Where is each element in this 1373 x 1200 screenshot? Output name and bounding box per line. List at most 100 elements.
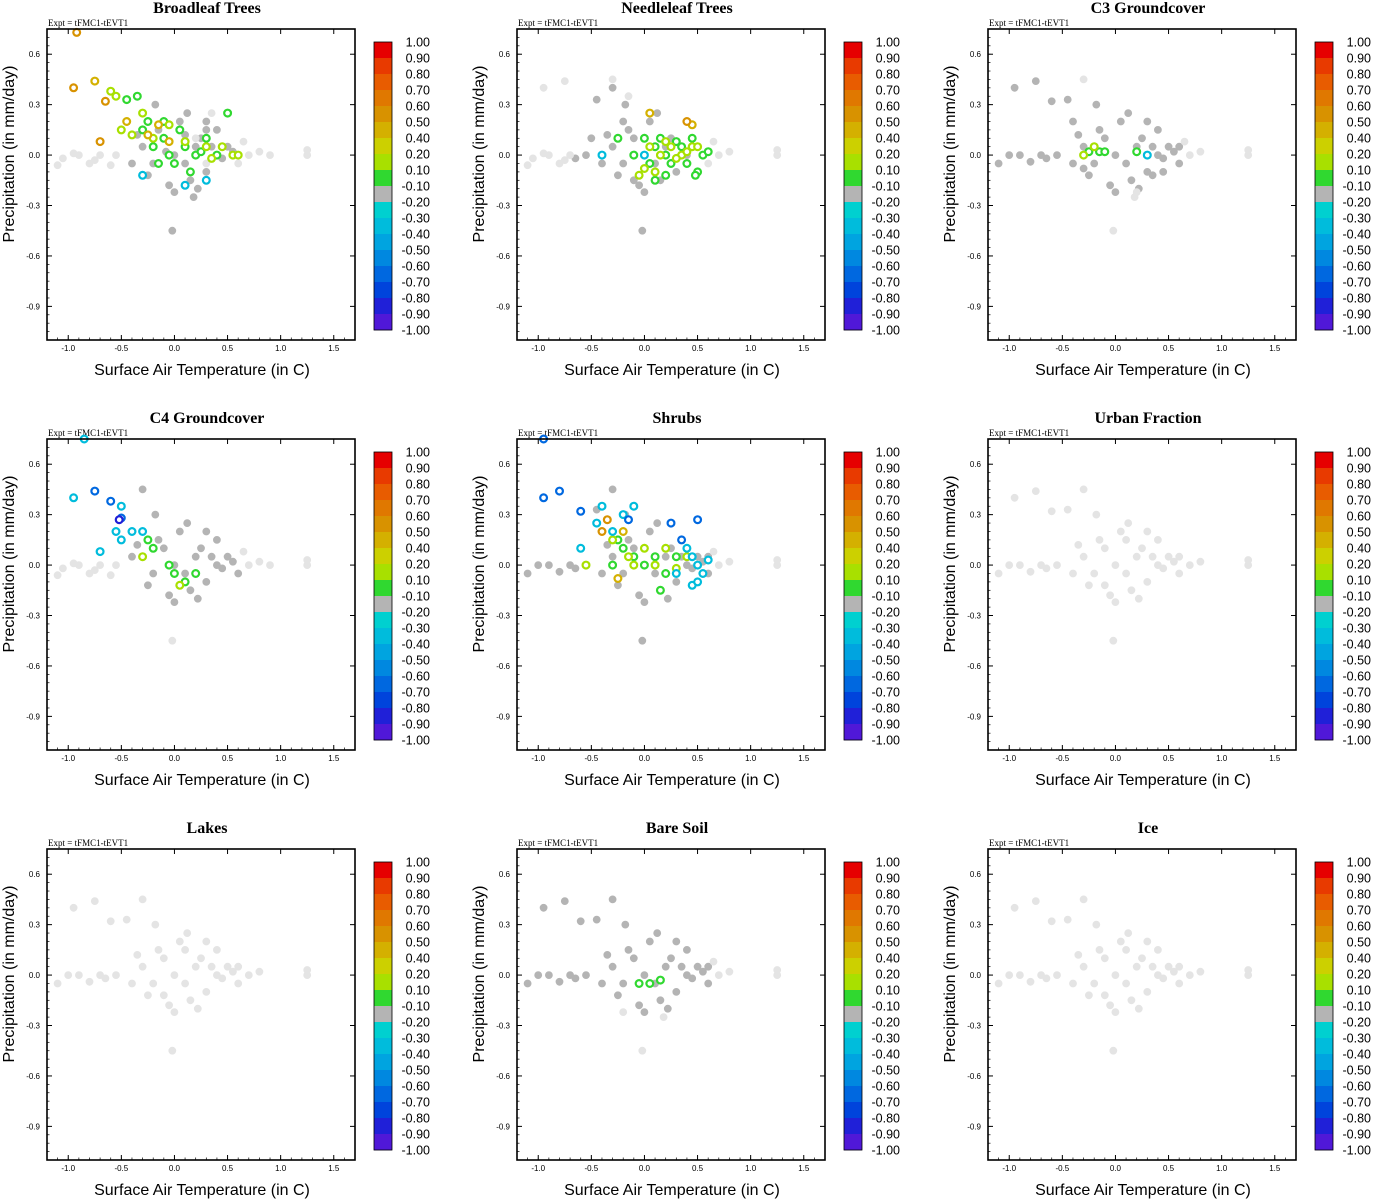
data-point bbox=[207, 962, 216, 971]
panel-title: Shrubs bbox=[653, 410, 702, 427]
data-point bbox=[116, 125, 126, 135]
colorbar-label: -0.50 bbox=[872, 244, 901, 258]
data-point bbox=[1170, 557, 1178, 566]
series-cyan bbox=[138, 170, 211, 190]
colorbar-swatch bbox=[1315, 1022, 1333, 1039]
colorbar-label: 0.90 bbox=[406, 462, 430, 476]
colorbar-label: 0.70 bbox=[876, 84, 900, 98]
colorbar-swatch bbox=[844, 878, 862, 895]
y-tick-label: -0.9 bbox=[967, 1122, 981, 1131]
data-point bbox=[693, 515, 703, 525]
x-tick-label: 1.0 bbox=[1216, 1164, 1228, 1173]
data-point bbox=[1047, 97, 1056, 106]
y-tick-label: 0.0 bbox=[29, 151, 41, 160]
data-point bbox=[303, 561, 312, 569]
y-tick-label: 0.3 bbox=[499, 511, 511, 520]
data-point bbox=[1122, 946, 1130, 954]
data-point bbox=[138, 895, 147, 904]
data-point bbox=[1175, 569, 1184, 578]
colorbar-label: 0.90 bbox=[876, 52, 900, 66]
data-point bbox=[1063, 95, 1072, 104]
data-point bbox=[666, 159, 676, 169]
colorbar-label: 0.10 bbox=[1347, 164, 1371, 178]
colorbar-swatch bbox=[844, 218, 862, 235]
data-point bbox=[197, 954, 205, 963]
data-point bbox=[1116, 937, 1125, 946]
plot-frame bbox=[987, 28, 1297, 341]
data-point bbox=[191, 962, 200, 971]
colorbar-label: -0.40 bbox=[1343, 638, 1372, 652]
colorbar-swatch bbox=[844, 154, 862, 171]
colorbar-label: 0.90 bbox=[406, 872, 430, 886]
colorbar-label: 0.10 bbox=[1347, 574, 1371, 588]
data-point bbox=[655, 585, 665, 595]
y-axis-label: Precipitation (in mm/day) bbox=[942, 476, 959, 653]
data-point bbox=[566, 561, 574, 569]
data-point bbox=[1074, 541, 1083, 549]
colorbar-swatch bbox=[374, 1102, 392, 1119]
data-point bbox=[1053, 151, 1061, 160]
colorbar-swatch bbox=[844, 266, 862, 283]
x-tick-label: 1.0 bbox=[745, 754, 757, 763]
data-point bbox=[592, 915, 601, 924]
data-point bbox=[138, 552, 148, 562]
y-tick-label: 0.3 bbox=[499, 101, 511, 110]
x-tick-label: -1.0 bbox=[61, 1164, 75, 1173]
data-point bbox=[645, 978, 655, 988]
data-point bbox=[773, 561, 782, 569]
data-point bbox=[645, 527, 654, 536]
data-point bbox=[714, 151, 723, 160]
data-point bbox=[234, 569, 243, 578]
colorbar-label: -0.30 bbox=[402, 212, 431, 226]
colorbar-label: 0.10 bbox=[876, 984, 900, 998]
data-point bbox=[640, 971, 649, 979]
data-point bbox=[1069, 979, 1077, 988]
colorbar-swatch bbox=[1315, 894, 1333, 911]
data-point bbox=[1143, 937, 1152, 946]
data-point bbox=[1010, 903, 1019, 912]
colorbar-label: 0.80 bbox=[876, 888, 900, 902]
data-point bbox=[69, 149, 78, 158]
colorbar-swatch bbox=[374, 298, 392, 315]
data-point bbox=[149, 569, 158, 578]
colorbar-label: -0.70 bbox=[402, 276, 431, 290]
colorbar-swatch bbox=[1315, 186, 1333, 203]
data-point bbox=[994, 159, 1003, 168]
plot-area bbox=[47, 439, 355, 750]
y-tick-label: -0.6 bbox=[26, 662, 40, 671]
data-point bbox=[1124, 519, 1133, 527]
data-point bbox=[629, 134, 638, 143]
data-point bbox=[1026, 977, 1035, 986]
data-point bbox=[112, 151, 120, 160]
colorbar-label: 0.20 bbox=[406, 148, 430, 162]
data-point bbox=[165, 1001, 174, 1010]
panel-ice: Ice Expt = tFMC1-tEVT1 -1.0 -0.5 0.0 0.5 1.0 1.… bbox=[942, 820, 1371, 1199]
plot-frame bbox=[516, 848, 826, 1161]
y-tick-label: -0.9 bbox=[26, 712, 40, 721]
colorbar-swatch bbox=[374, 468, 392, 485]
x-tick-label: -0.5 bbox=[584, 344, 598, 353]
scatter-points bbox=[523, 434, 782, 645]
data-point bbox=[682, 147, 692, 157]
data-point bbox=[1016, 971, 1024, 979]
colorbar-label: 0.60 bbox=[876, 100, 900, 114]
colorbar-swatch bbox=[844, 42, 862, 59]
data-point bbox=[144, 581, 152, 590]
y-tick-label: -0.3 bbox=[967, 1022, 981, 1031]
data-point bbox=[201, 133, 211, 143]
data-point bbox=[180, 137, 190, 147]
data-point bbox=[223, 552, 232, 561]
colorbar-frame bbox=[373, 41, 393, 331]
colorbar: 1.00 0.90 0.80 0.70 0.60 0.50 0.40 0.20 0.10 -0.1… bbox=[373, 446, 430, 748]
colorbar-swatch bbox=[374, 910, 392, 927]
colorbar-swatch bbox=[374, 106, 392, 123]
data-point bbox=[207, 552, 216, 561]
colorbar-label: -0.60 bbox=[402, 1080, 431, 1094]
data-point bbox=[1031, 897, 1040, 905]
data-point bbox=[1100, 134, 1109, 143]
colorbar-label: 1.00 bbox=[876, 856, 900, 870]
data-point bbox=[164, 560, 174, 570]
colorbar-label: 0.70 bbox=[876, 904, 900, 918]
colorbar-swatch bbox=[374, 1118, 392, 1135]
colorbar-swatch bbox=[1315, 1070, 1333, 1087]
